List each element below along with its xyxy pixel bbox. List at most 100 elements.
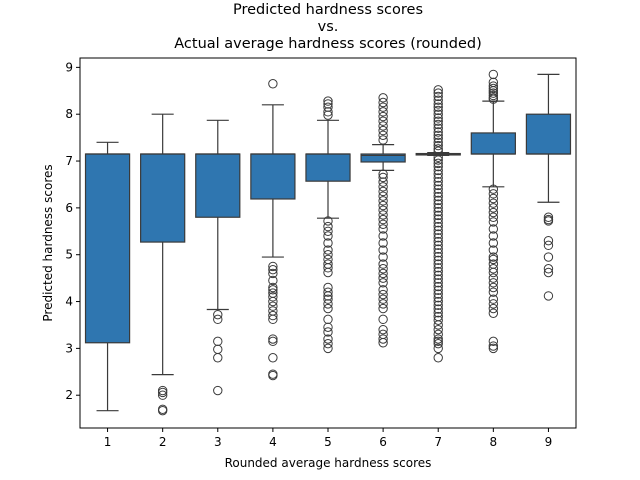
outlier-point (323, 110, 333, 120)
outlier-point (323, 96, 333, 106)
outlier-point (488, 69, 499, 80)
outlier-point (488, 83, 499, 94)
y-tick-label: 7 (65, 154, 73, 168)
x-tick-label: 1 (104, 435, 112, 449)
outlier-point (268, 264, 278, 275)
outlier-point (488, 212, 499, 222)
outlier-point (213, 344, 223, 355)
outlier-point (488, 224, 499, 234)
outlier-point (433, 123, 443, 133)
outlier-point (268, 282, 278, 293)
outlier-point (378, 334, 388, 344)
outlier-point (378, 264, 388, 274)
outlier-point (433, 102, 443, 112)
outlier-point (323, 267, 333, 278)
outlier-point (433, 158, 443, 169)
outlier-point (433, 255, 443, 266)
outlier-point (488, 287, 499, 297)
outlier-point (268, 268, 278, 279)
outlier-point (378, 224, 388, 234)
outlier-point (378, 107, 388, 117)
outlier-point (433, 296, 443, 307)
outlier-point (433, 116, 443, 126)
outlier-point (488, 267, 499, 278)
outlier-point (488, 308, 499, 318)
outlier-point (433, 293, 443, 303)
box (84, 153, 131, 344)
outlier-point (378, 210, 388, 220)
outlier-point (378, 172, 388, 183)
outlier-point (268, 310, 278, 321)
outlier-point (433, 324, 443, 335)
outlier-point (213, 314, 223, 325)
outlier-point (488, 343, 499, 354)
box-group-5 (305, 96, 351, 354)
box-group-8 (470, 69, 516, 354)
outlier-point (323, 343, 333, 354)
outlier-point (323, 334, 333, 344)
box (360, 153, 406, 163)
outlier-point (378, 273, 388, 283)
outlier-point (543, 264, 554, 274)
outlier-point (488, 245, 499, 255)
outlier-point (433, 251, 443, 262)
y-axis-label: Predicted hardness scores (41, 164, 55, 321)
outlier-point (268, 314, 278, 325)
outlier-point (323, 263, 333, 273)
outlier-point (488, 303, 499, 314)
outlier-point (378, 299, 388, 309)
outlier-point (433, 180, 443, 191)
outlier-point (378, 245, 388, 255)
outlier-point (378, 214, 388, 225)
box-group-9 (525, 73, 572, 301)
outlier-point (488, 189, 499, 199)
outlier-point (433, 338, 443, 349)
outlier-point (488, 238, 499, 248)
y-tick-label: 9 (65, 60, 73, 74)
outlier-point (268, 334, 278, 344)
outlier-point (323, 107, 333, 117)
outlier-point (488, 90, 499, 101)
outlier-point (433, 248, 443, 258)
outlier-point (433, 236, 443, 247)
outlier-point (433, 161, 443, 172)
outlier-point (378, 219, 388, 229)
outlier-point (268, 292, 278, 302)
y-axis-ticks: 2 3 4 5 6 7 8 9 (65, 60, 80, 402)
outlier-point (433, 99, 443, 109)
x-tick-label: 9 (545, 435, 553, 449)
outlier-point (433, 320, 443, 330)
outlier-point (433, 130, 443, 140)
outlier-point (268, 301, 278, 311)
outlier-point (433, 195, 443, 206)
outlier-point (378, 303, 388, 314)
outlier-point (543, 235, 554, 246)
outlier-point (433, 259, 443, 269)
outlier-point (433, 155, 443, 165)
outlier-point (433, 203, 443, 213)
outlier-point (488, 252, 499, 262)
outlier-point (488, 231, 499, 241)
outlier-point (323, 294, 333, 304)
outlier-point (488, 254, 499, 265)
outlier-point (378, 231, 388, 241)
outlier-point (433, 95, 443, 105)
plot-area-frame (79, 57, 577, 429)
box (470, 132, 516, 155)
outlier-point (433, 191, 443, 202)
x-axis-ticks: 1 2 3 4 5 6 7 8 9 (104, 428, 553, 449)
outlier-point (488, 273, 499, 283)
outlier-point (488, 341, 499, 351)
outlier-point (433, 127, 443, 137)
outlier-point (488, 217, 499, 227)
outlier-point (433, 229, 443, 239)
outlier-point (433, 184, 443, 194)
y-tick-label: 4 (65, 295, 73, 309)
outlier-point (433, 329, 443, 340)
outlier-point (433, 278, 443, 288)
outlier-point (378, 205, 388, 215)
outlier-point (268, 336, 278, 347)
outlier-point (378, 252, 388, 262)
outlier-point (433, 214, 443, 224)
